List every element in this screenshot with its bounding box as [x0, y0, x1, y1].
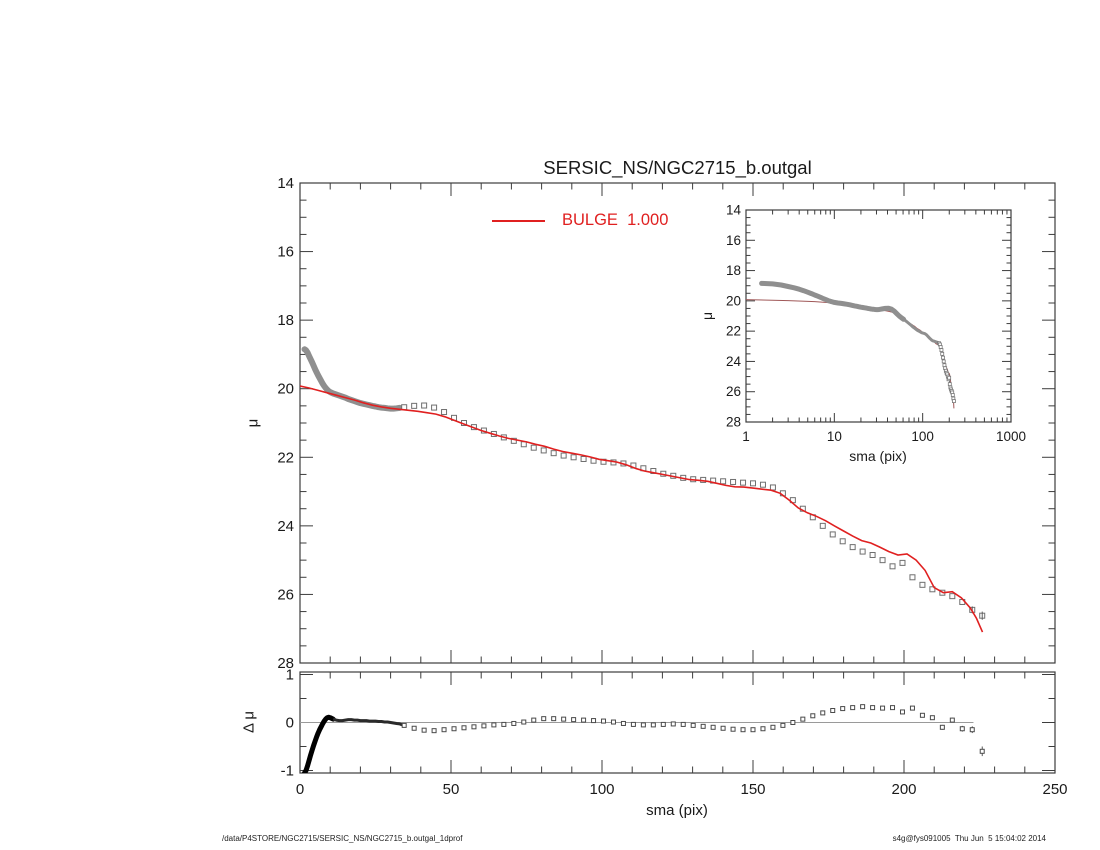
tick-label: 14 — [726, 203, 742, 218]
tick-label: 22 — [726, 324, 741, 339]
tick-label: 20 — [726, 293, 741, 308]
tick-label: 50 — [443, 781, 460, 798]
tick-label: 100 — [911, 429, 934, 444]
tick-label: 200 — [891, 781, 916, 798]
inset-series — [746, 280, 956, 409]
tick-label: 26 — [277, 586, 294, 603]
residual-series — [300, 704, 985, 773]
residual-y-axis-title: Δ μ — [240, 710, 258, 734]
tick-label: 0 — [286, 715, 294, 732]
inset-data-band-mid — [902, 318, 940, 345]
inset-frame — [745, 209, 1012, 423]
residual-x-axis-title: sma (pix) — [646, 802, 708, 819]
main-series — [300, 346, 986, 633]
tick-label: 250 — [1042, 781, 1067, 798]
tick-label: 20 — [277, 381, 294, 398]
tick-label: 1 — [286, 667, 294, 684]
inset-y-axis-title: μ — [699, 311, 715, 321]
tick-label: 0 — [296, 781, 304, 798]
tick-label: 24 — [277, 518, 294, 535]
tick-label: 26 — [726, 384, 741, 399]
plot-title: SERSIC_NS/NGC2715_b.outgal — [543, 157, 812, 178]
tick-label: 24 — [726, 354, 742, 369]
tick-label: 100 — [589, 781, 614, 798]
main-y-axis-title: μ — [244, 418, 262, 428]
tick-label: 28 — [277, 655, 294, 672]
inset-x-axis-title: sma (pix) — [849, 448, 907, 464]
legend-line-swatch — [492, 220, 545, 222]
tick-label: 14 — [277, 175, 294, 192]
axis-ticks — [299, 182, 1056, 773]
inset-model-line — [746, 299, 955, 409]
main-model-line — [300, 385, 984, 633]
tick-label: 18 — [726, 263, 741, 278]
main-data-squares — [401, 402, 986, 619]
footer-file-path: /data/P4STORE/NGC2715/SERSIC_NS/NGC2715_… — [222, 834, 463, 843]
tick-label: 22 — [277, 449, 294, 466]
footer-user-timestamp: s4g@fys091005 Thu Jun 5 15:04:02 2014 — [892, 834, 1046, 843]
inset-data-band — [759, 280, 907, 322]
residual-dense-thick — [302, 714, 336, 773]
tick-label: 28 — [726, 415, 741, 430]
tick-label: 16 — [726, 233, 741, 248]
tick-label: -1 — [281, 763, 294, 780]
tick-label: 16 — [277, 244, 294, 261]
tick-label: 1000 — [996, 429, 1026, 444]
tick-label: 10 — [827, 429, 842, 444]
tick-label: 150 — [740, 781, 765, 798]
residual-dense-mid — [332, 717, 405, 727]
tick-label: 1 — [742, 429, 750, 444]
legend-label: BULGE 1.000 — [562, 211, 669, 229]
tick-label: 18 — [277, 312, 294, 329]
